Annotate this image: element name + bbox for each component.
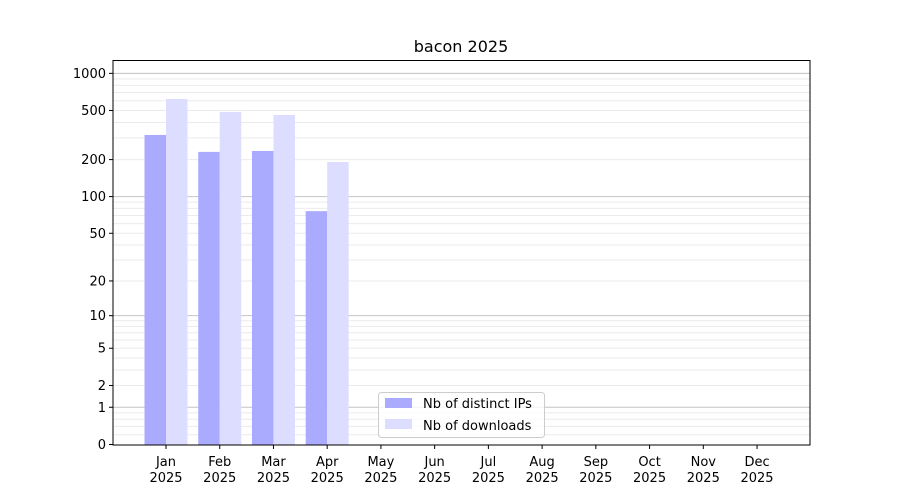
x-tick-label: Dec 2025 [740,455,773,486]
y-tick-label: 5 [98,342,106,357]
legend-label-downloads: Nb of downloads [423,419,532,434]
x-tick-label: Jun 2025 [418,455,451,486]
y-tick-label: 20 [89,274,106,289]
x-tick-label: Apr 2025 [311,455,344,486]
legend-swatch-downloads [385,419,412,429]
x-tick-label: Feb 2025 [203,455,236,486]
legend-frame [378,392,545,438]
x-tick-label: Aug 2025 [526,455,559,486]
bar-downloads [327,162,349,445]
x-tick-label: Mar 2025 [257,455,290,486]
chart-title: bacon 2025 [414,37,509,56]
bar-downloads [219,111,242,445]
legend-swatch-ips [385,398,412,408]
y-tick-label: 1 [98,401,106,416]
y-tick-label: 200 [81,153,106,168]
bar-downloads [166,98,188,445]
x-tick-label: Sep 2025 [579,455,612,486]
bar-ips [251,150,274,446]
y-tick-label: 50 [89,227,106,242]
y-tick-label: 10 [89,309,106,324]
legend-label-ips: Nb of distinct IPs [423,397,532,412]
y-tick-label: 1000 [73,67,106,82]
bar-ips [144,134,166,445]
plot-frame [112,60,811,446]
x-tick-label: Jul 2025 [472,455,505,486]
x-tick-label: Nov 2025 [687,455,720,486]
x-axis: Jan 2025 Feb 2025 Mar 2025 Apr 2025 May 2025 Jun 20… [149,445,774,486]
x-tick-label: Oct 2025 [633,455,666,486]
y-axis: 0 1 2 5 10 20 50 100 200 500 1000 [73,67,113,453]
bars [144,98,349,446]
y-tick-label: 0 [98,438,106,453]
y-tick-label: 500 [81,104,106,119]
legend: Nb of distinct IPs Nb of downloads [378,392,545,438]
bar-ips [305,211,328,445]
x-tick-label: May 2025 [364,455,397,486]
y-tick-label: 100 [81,190,106,205]
bar-ips [198,151,220,445]
bar-downloads [273,115,295,446]
y-tick-label: 2 [98,379,106,394]
x-tick-label: Jan 2025 [149,455,182,486]
